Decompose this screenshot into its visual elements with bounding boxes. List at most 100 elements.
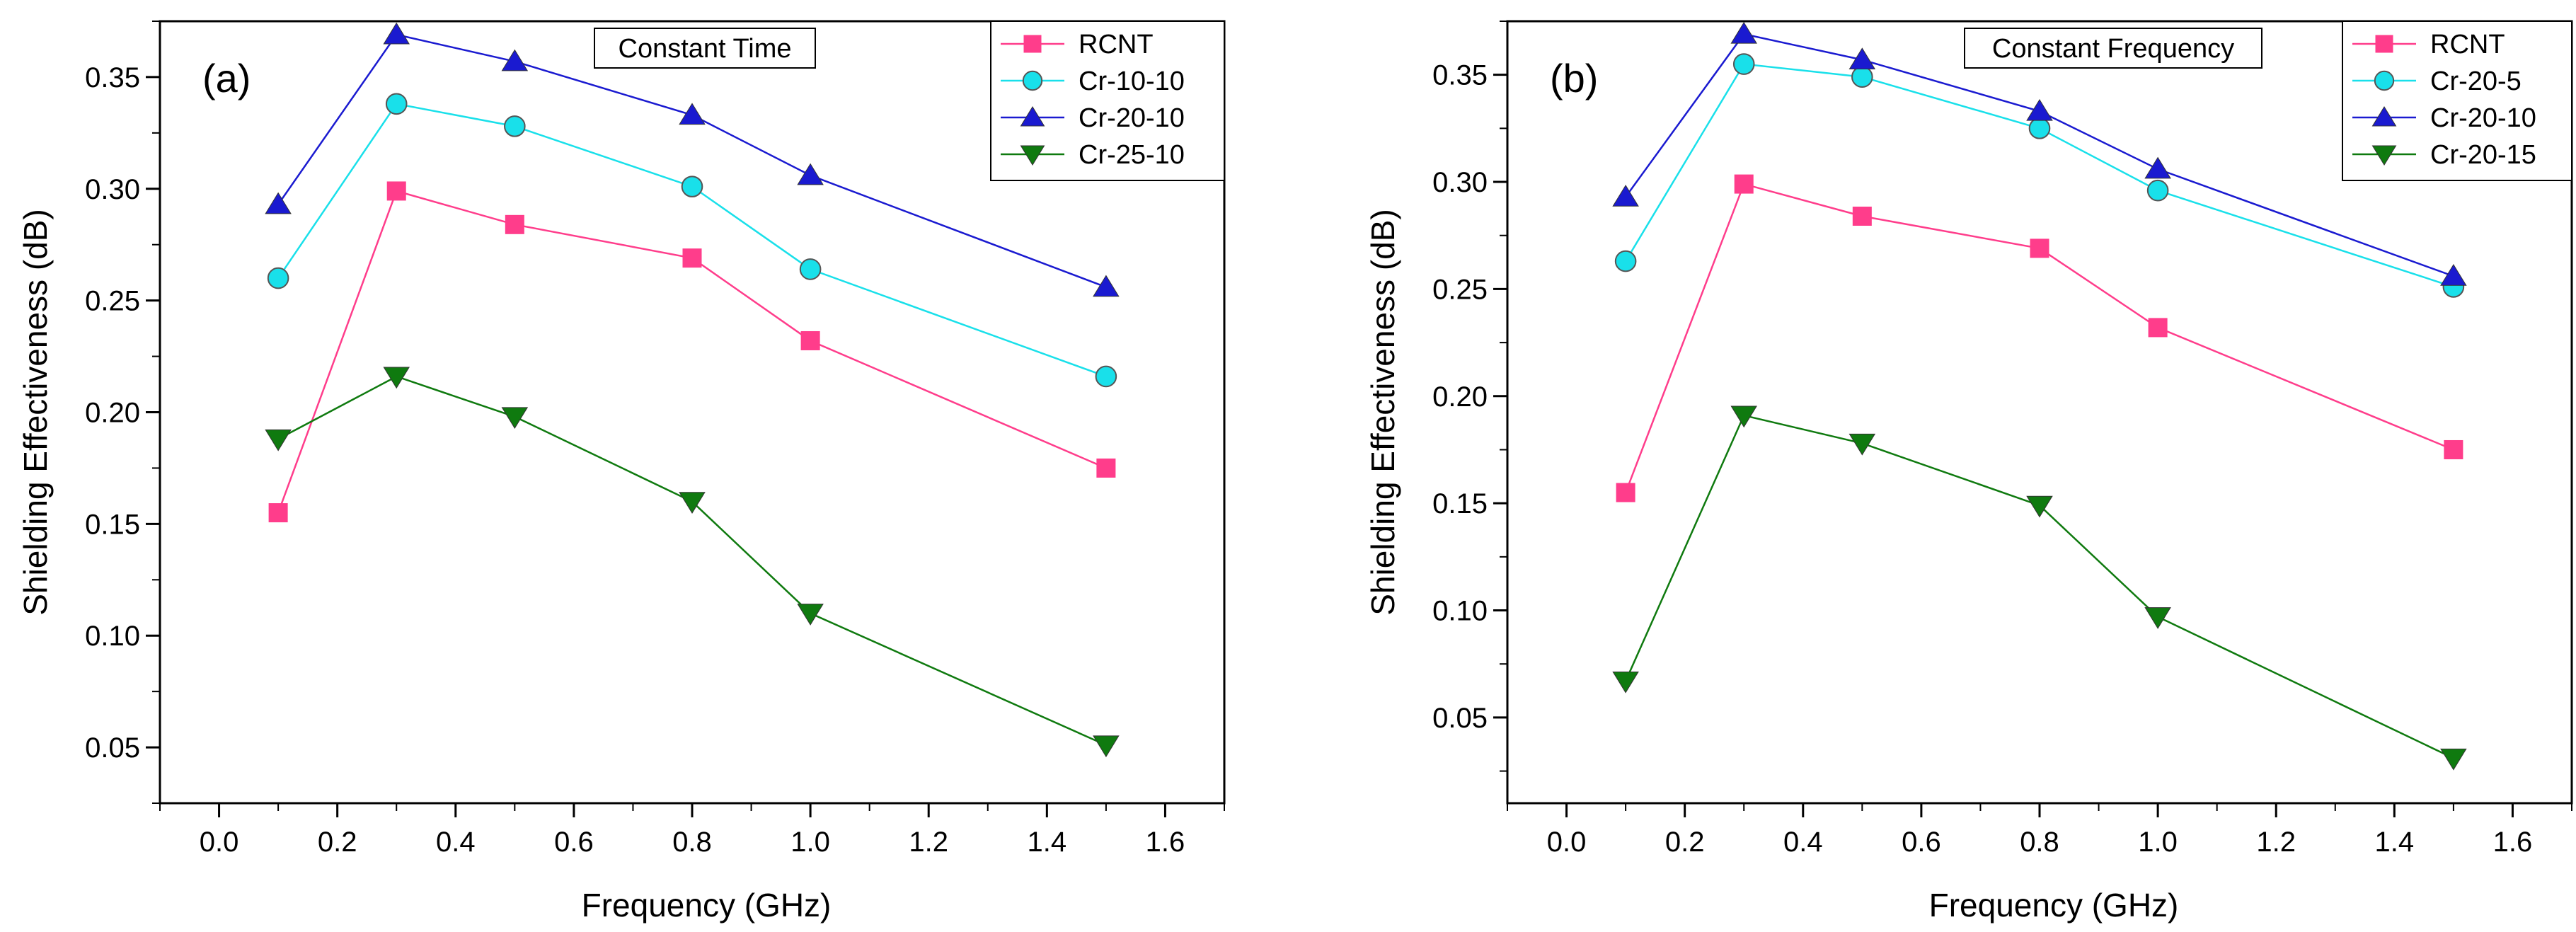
y-tick-label: 0.20 bbox=[85, 398, 140, 429]
series-cr-25-10 bbox=[265, 367, 1120, 758]
x-tick-label: 1.2 bbox=[2256, 827, 2296, 858]
legend-marker bbox=[1023, 35, 1042, 53]
y-axis-title: Shielding Effectiveness (dB) bbox=[17, 209, 54, 615]
data-point bbox=[1730, 405, 1757, 428]
y-tick-label: 0.25 bbox=[85, 286, 140, 317]
y-tick-label: 0.30 bbox=[1432, 167, 1488, 198]
data-point bbox=[2144, 607, 2171, 629]
data-point bbox=[385, 93, 408, 115]
y-tick-label: 0.05 bbox=[85, 732, 140, 764]
legend: RCNT Cr-20-5 Cr-20-10 Cr-20-15 bbox=[2342, 21, 2572, 181]
data-point bbox=[2026, 495, 2053, 518]
series-line bbox=[1624, 414, 2454, 759]
data-point bbox=[799, 258, 822, 280]
legend-label: Cr-20-15 bbox=[2430, 140, 2536, 170]
series-cr-10-10 bbox=[267, 93, 1117, 388]
y-tick-label: 0.30 bbox=[85, 174, 140, 205]
data-point bbox=[1612, 671, 1639, 694]
data-point bbox=[1616, 483, 1635, 502]
x-tick-label: 0.2 bbox=[318, 827, 357, 858]
data-point bbox=[1095, 365, 1117, 388]
data-point bbox=[1848, 47, 1876, 69]
series-cr-20-10 bbox=[265, 22, 1120, 297]
y-tick-label: 0.35 bbox=[85, 62, 140, 93]
panel-label: (a) bbox=[202, 56, 251, 100]
series-rcnt bbox=[1616, 174, 2463, 502]
data-point bbox=[504, 115, 526, 137]
annotation-text: Constant Time bbox=[619, 34, 792, 64]
data-point bbox=[1732, 53, 1755, 75]
annotation-box bbox=[1964, 28, 2262, 69]
x-tick-label: 1.6 bbox=[2493, 827, 2533, 858]
x-tick-label: 0.8 bbox=[672, 827, 712, 858]
data-point bbox=[797, 163, 824, 185]
series-line bbox=[277, 190, 1107, 514]
series-line bbox=[277, 375, 1107, 747]
data-point bbox=[679, 103, 706, 125]
data-point bbox=[2146, 179, 2169, 202]
data-point bbox=[2030, 238, 2049, 258]
data-point bbox=[2440, 264, 2467, 286]
data-point bbox=[2026, 98, 2053, 121]
legend-label: Cr-20-5 bbox=[2430, 67, 2522, 96]
legend-label: Cr-25-10 bbox=[1079, 140, 1185, 170]
data-point bbox=[1851, 66, 1873, 88]
series-line bbox=[277, 33, 1107, 288]
legend-marker bbox=[2375, 35, 2393, 53]
data-point bbox=[1852, 206, 1872, 226]
legend-label: Cr-10-10 bbox=[1079, 67, 1185, 96]
data-point bbox=[797, 604, 824, 626]
x-tick-label: 0.4 bbox=[436, 827, 476, 858]
y-tick-label: 0.05 bbox=[1432, 703, 1488, 734]
data-point bbox=[1730, 21, 1757, 44]
y-tick-label: 0.35 bbox=[1432, 60, 1488, 91]
data-point bbox=[2440, 748, 2467, 771]
data-point bbox=[800, 330, 820, 350]
data-point bbox=[1612, 185, 1639, 207]
legend-marker bbox=[1022, 70, 1043, 91]
data-point bbox=[267, 267, 289, 289]
data-point bbox=[1614, 250, 1637, 272]
data-point bbox=[2148, 318, 2168, 338]
legend-marker bbox=[2371, 106, 2397, 127]
series-cr-20-15 bbox=[1612, 405, 2467, 771]
data-point bbox=[1096, 458, 1116, 478]
legend-label: RCNT bbox=[1079, 30, 1154, 59]
data-point bbox=[1093, 275, 1120, 297]
annotation-box bbox=[594, 28, 816, 69]
data-point bbox=[1848, 433, 1876, 456]
y-tick-label: 0.10 bbox=[1432, 596, 1488, 627]
x-tick-label: 0.4 bbox=[1783, 827, 1823, 858]
x-tick-label: 0.0 bbox=[200, 827, 239, 858]
y-axis-title: Shielding Effectiveness (dB) bbox=[1364, 209, 1401, 615]
data-point bbox=[2028, 117, 2051, 139]
legend-marker bbox=[2374, 70, 2395, 91]
data-point bbox=[2144, 156, 2171, 179]
series-line bbox=[1625, 33, 2454, 277]
data-point bbox=[501, 407, 529, 430]
x-tick-label: 0.2 bbox=[1665, 827, 1705, 858]
data-point bbox=[681, 176, 703, 197]
x-tick-label: 0.6 bbox=[1902, 827, 1941, 858]
data-point bbox=[679, 492, 706, 514]
x-tick-label: 1.0 bbox=[790, 827, 830, 858]
y-tick-label: 0.25 bbox=[1432, 274, 1488, 305]
chart-panel-b: 0.0 0.2 0.4 0.6 0.8 1.0 1.2 1.4 1.6 0.05 0.10 0.15 0… bbox=[1364, 20, 2573, 924]
y-tick-label: 0.15 bbox=[85, 509, 140, 540]
x-tick-label: 1.4 bbox=[2375, 827, 2415, 858]
data-point bbox=[383, 22, 410, 45]
data-point bbox=[2444, 439, 2463, 459]
data-point bbox=[265, 429, 292, 451]
series-rcnt bbox=[268, 181, 1116, 523]
y-tick-label: 0.10 bbox=[85, 621, 140, 652]
x-axis-title: Frequency (GHz) bbox=[1929, 887, 2179, 924]
x-tick-label: 1.0 bbox=[2138, 827, 2178, 858]
series-cr-20-5 bbox=[1614, 53, 2465, 298]
x-tick-label: 1.4 bbox=[1028, 827, 1067, 858]
series-line bbox=[1624, 183, 2454, 493]
panel-label: (b) bbox=[1550, 56, 1598, 100]
legend: RCNT Cr-10-10 Cr-20-10 Cr-25-10 bbox=[990, 21, 1225, 181]
series-line bbox=[277, 103, 1107, 378]
annotation-text: Constant Frequency bbox=[1992, 34, 2234, 64]
